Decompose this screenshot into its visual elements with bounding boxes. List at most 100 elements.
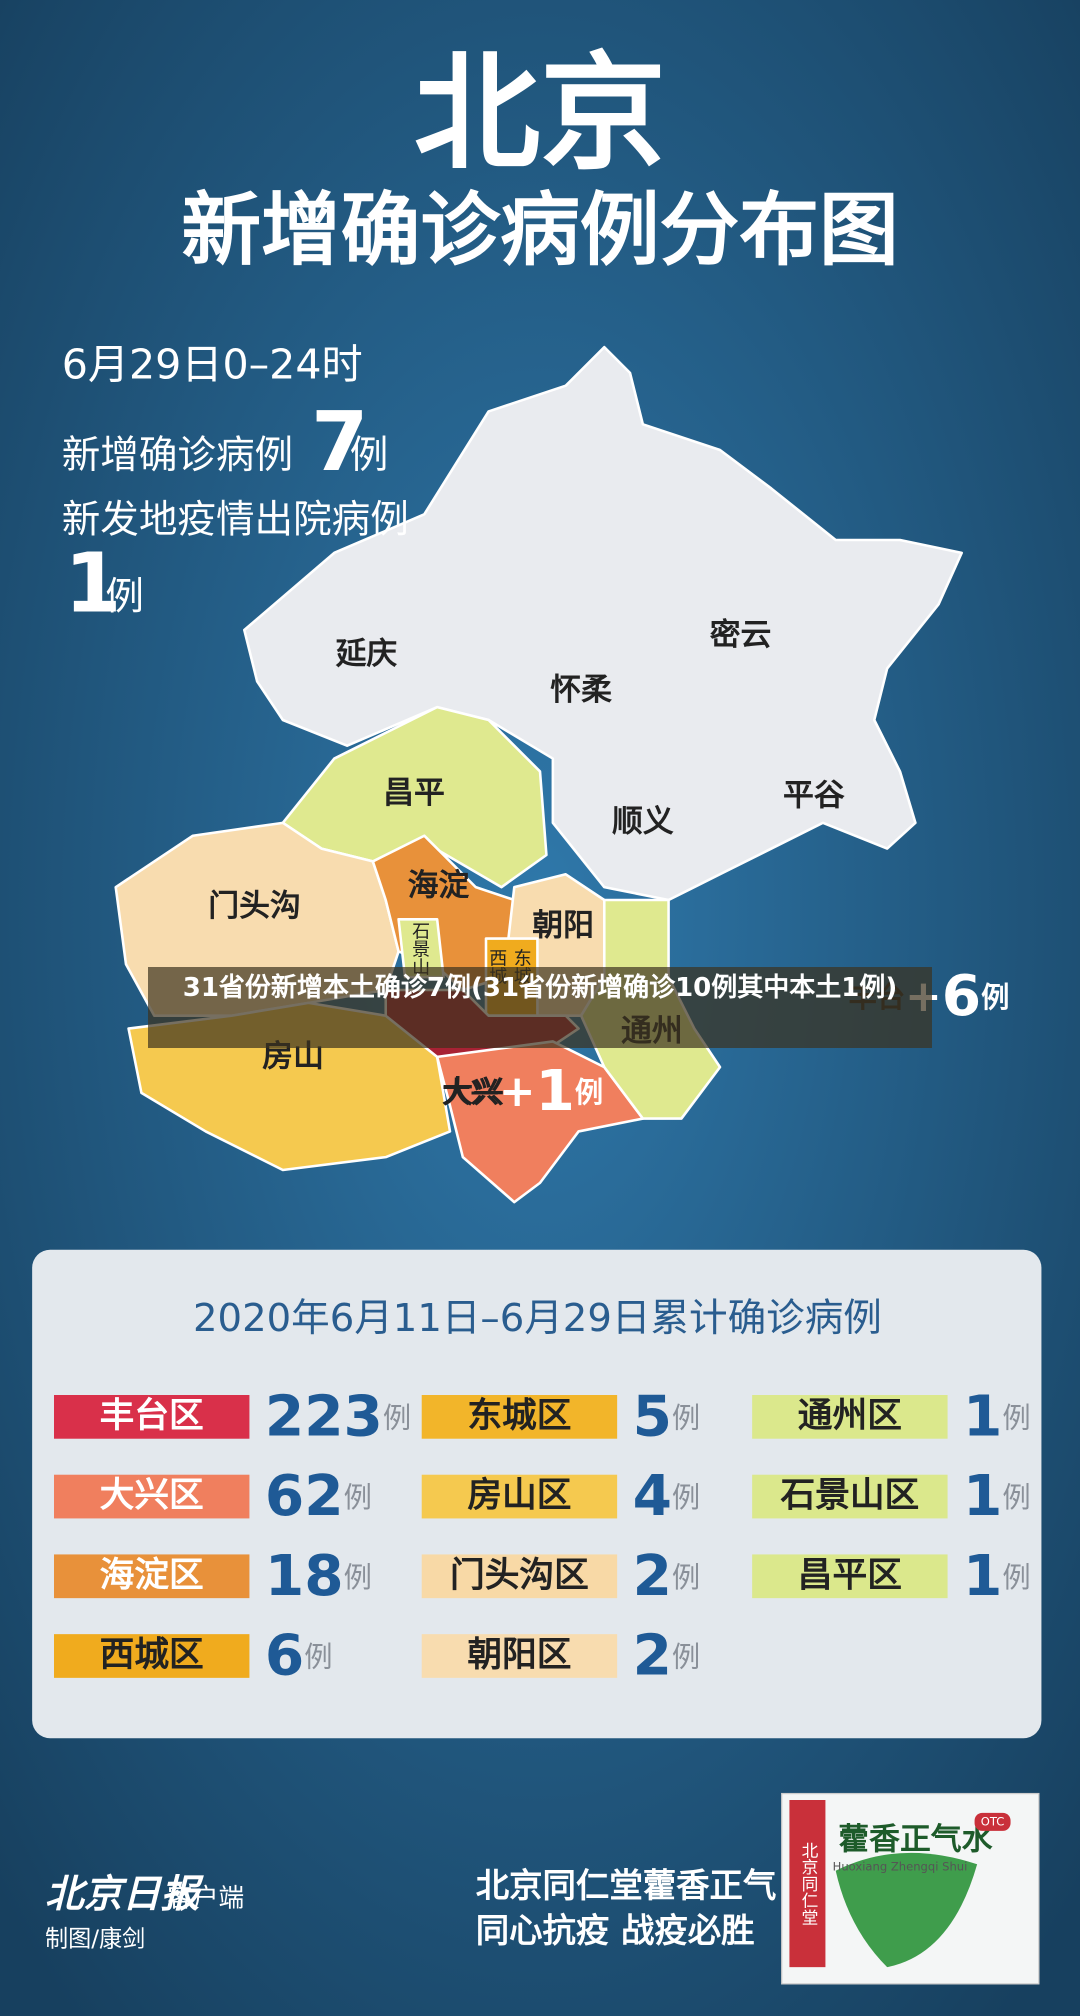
district-label: 昌平 (383, 775, 445, 811)
subtitle: 新增确诊病例分布图 (181, 183, 898, 276)
district-name: 朝阳区 (467, 1635, 571, 1675)
district-label: 顺义 (612, 803, 674, 839)
count: 4 (633, 1463, 672, 1529)
district-name: 昌平区 (798, 1555, 902, 1595)
unit: 例 (304, 1641, 332, 1674)
new-cases-unit: 例 (350, 433, 389, 478)
district-box (421, 1474, 618, 1519)
district-name: 大兴区 (100, 1476, 204, 1516)
case-count: 1例 (963, 1383, 1031, 1449)
district-name: 房山区 (467, 1476, 571, 1516)
pinyin: Huoxiang Zhengqi Shui (833, 1859, 968, 1873)
summary-date: 6月29日0–24时 (62, 341, 363, 389)
discharged-label: 新发地疫情出院病例 (62, 498, 409, 543)
annotation-count: 6 (942, 963, 981, 1029)
district-box (421, 1634, 618, 1678)
unit: 例 (672, 1481, 700, 1514)
district-box (54, 1474, 250, 1519)
district-box (421, 1395, 618, 1439)
otc-badge (974, 1812, 1011, 1831)
district-box (752, 1395, 948, 1439)
district-name: 石景山区 (779, 1476, 919, 1516)
count: 1 (963, 1383, 1002, 1449)
discharged-unit: 例 (105, 575, 144, 620)
case-count: 62例 (265, 1463, 372, 1529)
leaf (835, 1852, 978, 1968)
product-name: 藿香正气水 (838, 1822, 992, 1858)
unit: 例 (383, 1401, 411, 1434)
district-label: 朝阳 (532, 908, 594, 944)
overlay-caption: 31省份新增本土确诊7例(31省份新增确诊10例其中本土1例) (148, 967, 932, 1048)
maker: 北京同仁堂 (799, 1841, 819, 1925)
credit: 制图/康剑 (45, 1927, 145, 1953)
title: 北京 (414, 40, 666, 187)
count: 2 (633, 1542, 672, 1608)
district-box (54, 1554, 250, 1599)
district-name: 丰台区 (100, 1396, 204, 1436)
district-box (421, 1554, 618, 1599)
new-cases: 7 (311, 395, 368, 490)
otc: OTC (981, 1814, 1005, 1828)
district-name: 西城区 (100, 1635, 204, 1675)
north-region (243, 345, 964, 902)
count: 6 (265, 1622, 304, 1688)
district-label: 密云 (710, 617, 772, 653)
district-label: 门头沟 (208, 888, 301, 924)
district-label: 石景山 (409, 922, 430, 976)
district-box (752, 1474, 948, 1519)
unit: 例 (672, 1401, 700, 1434)
annotation-district: 大兴 (442, 1076, 499, 1109)
district-name: 通州区 (798, 1396, 902, 1436)
count: 2 (633, 1622, 672, 1688)
case-count: 18例 (265, 1542, 372, 1608)
case-count: 223例 (265, 1383, 411, 1449)
district-name: 门头沟区 (450, 1555, 589, 1595)
count: 1 (963, 1463, 1002, 1529)
ad-line1: 北京同仁堂藿香正气 (476, 1866, 777, 1905)
district-box (54, 1634, 250, 1678)
case-count: 1例 (963, 1463, 1031, 1529)
case-count: 2例 (633, 1542, 701, 1608)
footer: 北京日报 客户端 制图/康剑 北京同仁堂藿香正气 同心抗疫 战疫必胜 (45, 1866, 776, 1953)
unit: 例 (1002, 1481, 1030, 1514)
unit: 例 (672, 1561, 700, 1594)
district-label: 海淀 (408, 868, 470, 904)
case-count: 6例 (265, 1622, 333, 1688)
brand-suffix: 客户端 (167, 1884, 244, 1914)
discharged: 1 (64, 536, 121, 631)
ad-line2: 同心抗疫 战疫必胜 (476, 1911, 755, 1950)
unit: 例 (1002, 1401, 1030, 1434)
annotation-unit: 例 (981, 981, 1009, 1014)
annotation: 大兴+1例 (442, 1058, 603, 1124)
unit: 例 (344, 1481, 372, 1514)
district-label: 平谷 (783, 778, 845, 814)
annotation-sign: + (499, 1066, 536, 1117)
district-label: 大兴 (442, 1075, 504, 1111)
case-count: 5例 (633, 1383, 701, 1449)
district-name: 东城区 (467, 1396, 571, 1436)
annotation-unit: 例 (575, 1076, 603, 1109)
case-count: 2例 (633, 1622, 701, 1688)
annotation-count: 1 (535, 1058, 574, 1124)
district-name: 海淀区 (100, 1555, 204, 1595)
district-label: 延庆 (336, 636, 398, 672)
daxing (435, 1040, 645, 1204)
count: 1 (963, 1542, 1002, 1608)
count: 62 (265, 1463, 344, 1529)
count: 223 (265, 1383, 383, 1449)
case-count: 4例 (633, 1463, 701, 1529)
count: 5 (633, 1383, 672, 1449)
unit: 例 (344, 1561, 372, 1594)
district-box (54, 1395, 250, 1439)
table-title: 2020年6月11日–6月29日累计确诊病例 (193, 1296, 882, 1341)
new-cases-label: 新增确诊病例 (62, 433, 293, 478)
unit: 例 (672, 1641, 700, 1674)
count: 18 (265, 1542, 344, 1608)
summary: 6月29日0–24时 新增确诊病例 7 例 新发地疫情出院病例 1 例 (62, 341, 409, 632)
district-label: 怀柔 (550, 672, 612, 708)
product-box: 北京同仁堂 藿香正气水 OTC Huoxiang Zhengqi Shui (781, 1792, 1040, 1985)
